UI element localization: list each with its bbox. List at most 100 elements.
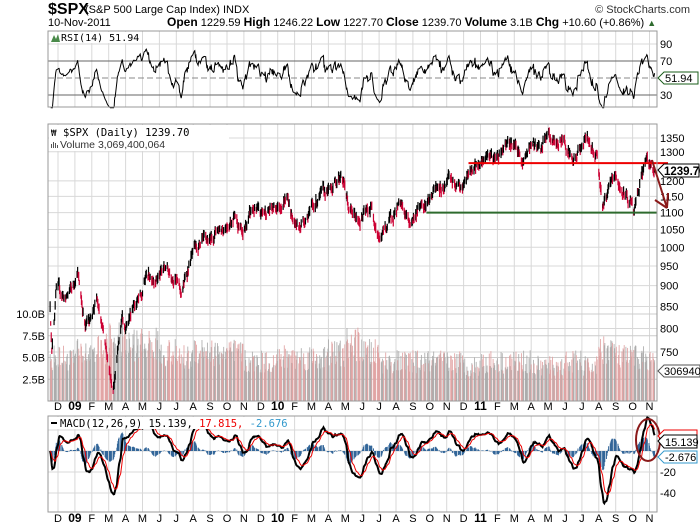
volume-bar bbox=[348, 358, 350, 401]
macd-histogram-bar bbox=[654, 451, 656, 457]
volume-bar bbox=[633, 349, 635, 401]
macd-histogram-bar bbox=[112, 451, 114, 461]
volume-bar bbox=[284, 367, 286, 401]
volume-bar bbox=[637, 369, 639, 401]
macd-histogram-bar bbox=[599, 451, 601, 466]
volume-bar bbox=[339, 340, 341, 401]
volume-bar bbox=[622, 361, 623, 401]
x-axis-month-label: M bbox=[138, 513, 147, 525]
volume-bar bbox=[420, 359, 422, 401]
macd-histogram-bar bbox=[80, 451, 82, 454]
volume-bar bbox=[65, 361, 67, 401]
macd-histogram-bar bbox=[393, 445, 395, 451]
volume-bar bbox=[230, 351, 232, 401]
macd-histogram-bar bbox=[613, 438, 615, 451]
macd-histogram-bar bbox=[427, 449, 429, 451]
volume-bar bbox=[66, 356, 68, 401]
volume-bar bbox=[86, 358, 88, 401]
macd-histogram-bar bbox=[255, 448, 257, 451]
volume-bar bbox=[140, 333, 142, 401]
price-axis-label: 1350 bbox=[660, 133, 684, 145]
volume-bar bbox=[536, 365, 538, 401]
volume-bar bbox=[419, 367, 421, 401]
volume-bar bbox=[260, 369, 262, 401]
macd-histogram-bar bbox=[384, 447, 386, 451]
macd-histogram-bar bbox=[557, 451, 559, 456]
volume-axis-label: 2.5B bbox=[22, 374, 45, 386]
macd-histogram-bar bbox=[252, 445, 254, 451]
macd-histogram-bar bbox=[351, 451, 353, 461]
volume-bar bbox=[254, 355, 256, 401]
volume-bar bbox=[319, 355, 321, 401]
price-legend: $SPX (Daily) 1239.70 bbox=[63, 127, 189, 139]
macd-axis-label: -40 bbox=[660, 488, 676, 500]
volume-bar bbox=[424, 352, 426, 401]
volume-bar bbox=[117, 347, 118, 401]
macd-histogram-bar bbox=[307, 447, 309, 451]
copyright[interactable]: © StockCharts.com bbox=[595, 4, 690, 16]
x-axis-month-label: M bbox=[544, 401, 553, 413]
volume-bar bbox=[617, 363, 619, 401]
macd-histogram-bar bbox=[147, 448, 149, 451]
macd-histogram-bar bbox=[253, 447, 255, 451]
macd-histogram-bar bbox=[183, 451, 185, 453]
macd-histogram-bar bbox=[197, 447, 199, 451]
macd-histogram-bar bbox=[635, 449, 637, 451]
volume-bar bbox=[241, 361, 243, 401]
macd-histogram-bar bbox=[286, 448, 288, 451]
volume-bar bbox=[88, 354, 90, 401]
volume-bar bbox=[378, 352, 380, 401]
volume-bar bbox=[388, 356, 390, 401]
volume-bar bbox=[642, 361, 643, 401]
volume-bar bbox=[404, 353, 406, 401]
volume-bar bbox=[316, 353, 317, 401]
macd-histogram-bar bbox=[646, 439, 648, 451]
volume-bar bbox=[538, 370, 540, 401]
macd-histogram-bar bbox=[374, 451, 376, 454]
volume-bar bbox=[369, 339, 371, 401]
volume-bar bbox=[383, 360, 384, 401]
volume-bar bbox=[474, 373, 476, 401]
macd-histogram-bar bbox=[468, 447, 470, 451]
macd-histogram-bar bbox=[528, 448, 530, 451]
volume-bar bbox=[74, 354, 76, 401]
volume-bar bbox=[221, 353, 223, 401]
volume-bar bbox=[188, 368, 190, 401]
volume-bar bbox=[379, 357, 381, 401]
x-axis-month-label: A bbox=[122, 401, 130, 413]
volume-bar bbox=[186, 361, 188, 401]
volume-bar bbox=[591, 363, 593, 401]
volume-bar bbox=[259, 372, 261, 401]
volume-bar bbox=[246, 371, 248, 401]
volume-bar bbox=[380, 362, 382, 401]
volume-bar bbox=[528, 358, 530, 401]
volume-bar bbox=[477, 375, 479, 401]
volume-bar bbox=[557, 362, 559, 401]
volume-bar bbox=[106, 338, 108, 401]
volume-bar bbox=[319, 358, 321, 401]
volume-bar bbox=[308, 352, 310, 401]
volume-bar bbox=[654, 360, 656, 401]
volume-bar bbox=[452, 370, 454, 401]
volume-bar bbox=[471, 363, 473, 401]
x-axis-month-label: D bbox=[54, 401, 62, 413]
volume-legend: Volume 3,069,400,064 bbox=[60, 139, 165, 151]
macd-histogram-bar bbox=[385, 447, 387, 451]
volume-bar bbox=[97, 337, 99, 401]
volume-bar bbox=[245, 365, 247, 401]
macd-histogram-bar bbox=[105, 451, 107, 459]
macd-legend-bg bbox=[49, 417, 284, 429]
high-label: High bbox=[244, 15, 271, 29]
volume-bar bbox=[467, 370, 468, 401]
rsi-axis-label: 90 bbox=[660, 39, 672, 51]
volume-bar bbox=[85, 360, 87, 401]
volume-bar bbox=[292, 350, 294, 401]
macd-histogram-bar bbox=[553, 451, 555, 454]
x-axis-month-label: F bbox=[494, 513, 501, 525]
macd-axis-label: -20 bbox=[660, 467, 676, 479]
volume-bar bbox=[468, 376, 470, 401]
volume-bar bbox=[350, 334, 352, 401]
volume-bar bbox=[296, 351, 298, 401]
volume-bar bbox=[187, 350, 189, 401]
macd-histogram-bar bbox=[264, 451, 266, 454]
